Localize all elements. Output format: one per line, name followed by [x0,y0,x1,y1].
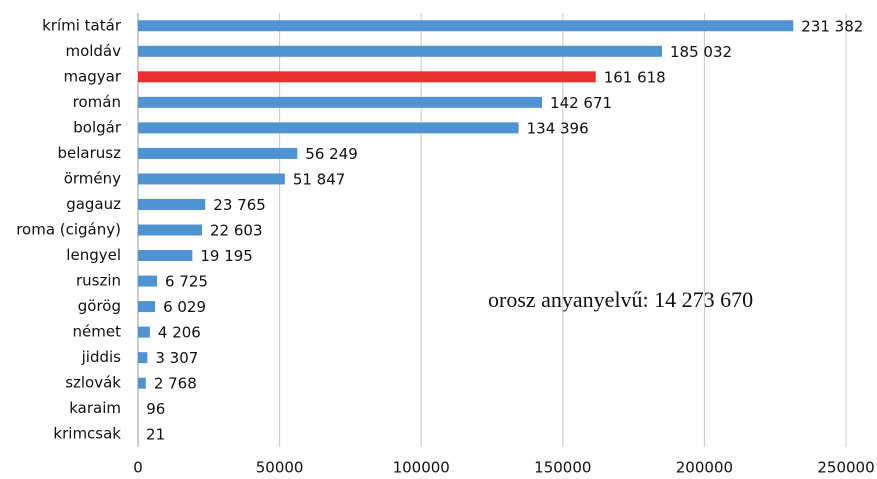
annotation: orosz anyanyelvű: 14 273 670 [488,287,753,312]
bar [138,301,156,313]
bar [138,45,663,57]
value-label: 22 603 [210,222,263,240]
x-tick-label: 150000 [534,459,591,477]
value-label: 161 618 [604,68,666,86]
value-label: 6 029 [163,298,206,316]
bar [138,96,543,108]
value-label: 56 249 [305,145,358,163]
bar [138,147,298,159]
y-tick-label: német [73,323,122,341]
y-tick-label: krími tatár [42,16,122,34]
value-label: 185 032 [670,43,732,61]
value-label: 6 725 [165,273,208,291]
y-tick-label: bolgár [73,118,122,136]
bar [138,122,519,134]
value-label: 19 195 [200,247,253,265]
y-tick-label: roma (cigány) [16,221,121,239]
bar [138,198,206,210]
bar [138,326,150,338]
bar [138,20,794,32]
value-label: 96 [146,400,165,418]
bar [138,250,193,262]
y-tick-label: szlovák [65,374,121,392]
value-label: 2 768 [154,375,197,393]
value-label: 51 847 [293,170,346,188]
x-tick-label: 250000 [817,459,874,477]
value-label: 23 765 [213,196,266,214]
y-tick-label: lengyel [66,246,121,264]
y-tick-label: belarusz [58,144,122,162]
value-label: 134 396 [527,119,589,137]
value-label: 21 [146,426,165,444]
value-label: 142 671 [550,94,612,112]
bar [138,352,148,364]
bar [138,224,203,236]
y-tick-label: moldáv [65,42,121,60]
bar [138,71,596,83]
bar [138,173,285,185]
x-tick-label: 100000 [393,459,450,477]
y-tick-label: ruszin [76,272,121,290]
y-tick-label: görög [78,297,121,315]
y-tick-label: magyar [63,67,121,85]
y-tick-label: örmény [64,169,121,187]
y-tick-label: gagauz [66,195,121,213]
y-tick-label: krimcsak [53,425,121,443]
y-tick-label: karaim [69,399,121,417]
value-label: 3 307 [155,349,198,367]
bar [138,275,158,287]
bar [138,377,146,389]
value-label: 231 382 [801,17,863,35]
y-tick-label: jiddis [81,348,122,366]
value-label: 4 206 [158,324,201,342]
x-tick-label: 200000 [676,459,733,477]
x-tick-label: 0 [133,459,143,477]
y-tick-label: román [73,93,121,111]
x-tick-label: 50000 [256,459,304,477]
